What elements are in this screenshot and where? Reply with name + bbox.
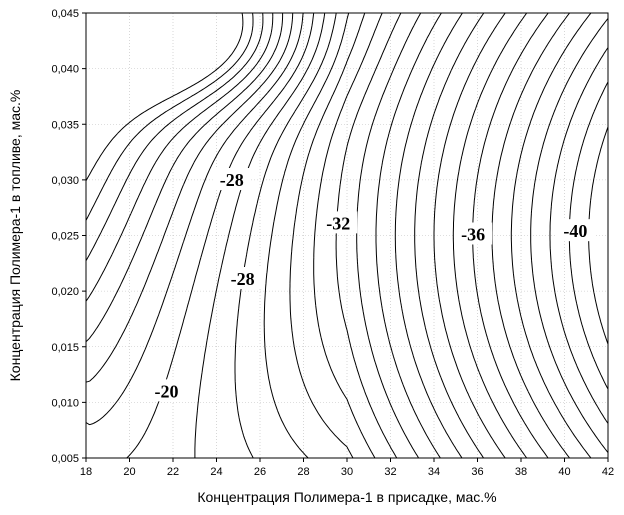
contour-line	[85, 13, 284, 343]
contour-label-background	[147, 379, 186, 402]
y-axis-title: Концентрация Полимера-1 в топливе, мас.%	[7, 90, 23, 382]
x-tick-label: 30	[341, 466, 353, 478]
contour-label-background	[319, 211, 358, 234]
contour-label: -20	[154, 381, 178, 401]
x-tick-label: 40	[558, 466, 570, 478]
contour-labels: -20 -28 -28 -32 -36 -40	[147, 167, 595, 402]
contour-line	[263, 12, 350, 459]
x-tick-label: 38	[515, 466, 527, 478]
contour-line	[335, 12, 402, 459]
x-tick-label: 24	[210, 466, 222, 478]
x-tick-label: 36	[471, 466, 483, 478]
y-tick-label: 0,030	[51, 175, 79, 187]
y-tick-label: 0,020	[51, 286, 79, 298]
contour-line	[85, 12, 254, 221]
contour-label: -28	[220, 170, 244, 190]
x-tick-label: 28	[297, 466, 309, 478]
y-tick-label: 0,025	[51, 231, 79, 243]
contour-line	[375, 12, 442, 459]
contour-line	[414, 12, 485, 459]
contour-line	[510, 12, 592, 459]
y-tick-label: 0,010	[51, 397, 79, 409]
contour-line	[356, 12, 422, 459]
x-axis-title: Концентрация Полимера-1 в присадке, мас.…	[197, 489, 496, 505]
contour-line	[85, 12, 294, 383]
contour-line	[313, 12, 383, 459]
y-tick-label: 0,040	[51, 64, 79, 76]
contour-label: -32	[326, 213, 350, 233]
contour-line	[491, 12, 570, 459]
contour-line	[85, 12, 264, 262]
contour-line	[85, 12, 244, 182]
x-tick-label: 20	[123, 466, 135, 478]
y-tick-label: 0,035	[51, 119, 79, 131]
y-tick-label: 0,015	[51, 342, 79, 354]
contour-line	[394, 12, 463, 459]
contour-line	[126, 12, 315, 459]
y-tick-label: 0,005	[51, 453, 79, 465]
x-tick-label: 42	[602, 466, 614, 478]
x-tick-label: 26	[254, 466, 266, 478]
x-tick-label: 32	[384, 466, 396, 478]
contour-label-background	[223, 267, 262, 289]
contour-label-background	[556, 219, 595, 242]
y-axis-ticks: 0,005 0,010 0,015 0,020 0,025 0,030 0,035 0,040…	[51, 8, 86, 465]
contour-line	[433, 12, 506, 459]
contour-label-background	[212, 167, 251, 190]
x-tick-label: 22	[167, 466, 179, 478]
contour-lines	[85, 12, 609, 459]
contour-line	[234, 12, 337, 459]
x-tick-label: 34	[428, 466, 440, 478]
contour-label: -28	[231, 269, 255, 289]
contour-line	[85, 12, 274, 302]
y-tick-label: 0,045	[51, 8, 79, 20]
x-axis-ticks: 18 20 22 24 26 28 30 32 34 36 38 40 42	[80, 458, 614, 478]
contour-line	[472, 12, 549, 459]
contour-label: -36	[461, 225, 485, 245]
x-tick-label: 18	[80, 466, 92, 478]
contour-label: -40	[563, 221, 587, 241]
contour-line	[452, 12, 528, 459]
contour-label-background	[454, 222, 493, 245]
contour-line	[85, 12, 304, 426]
contour-line	[289, 12, 366, 459]
